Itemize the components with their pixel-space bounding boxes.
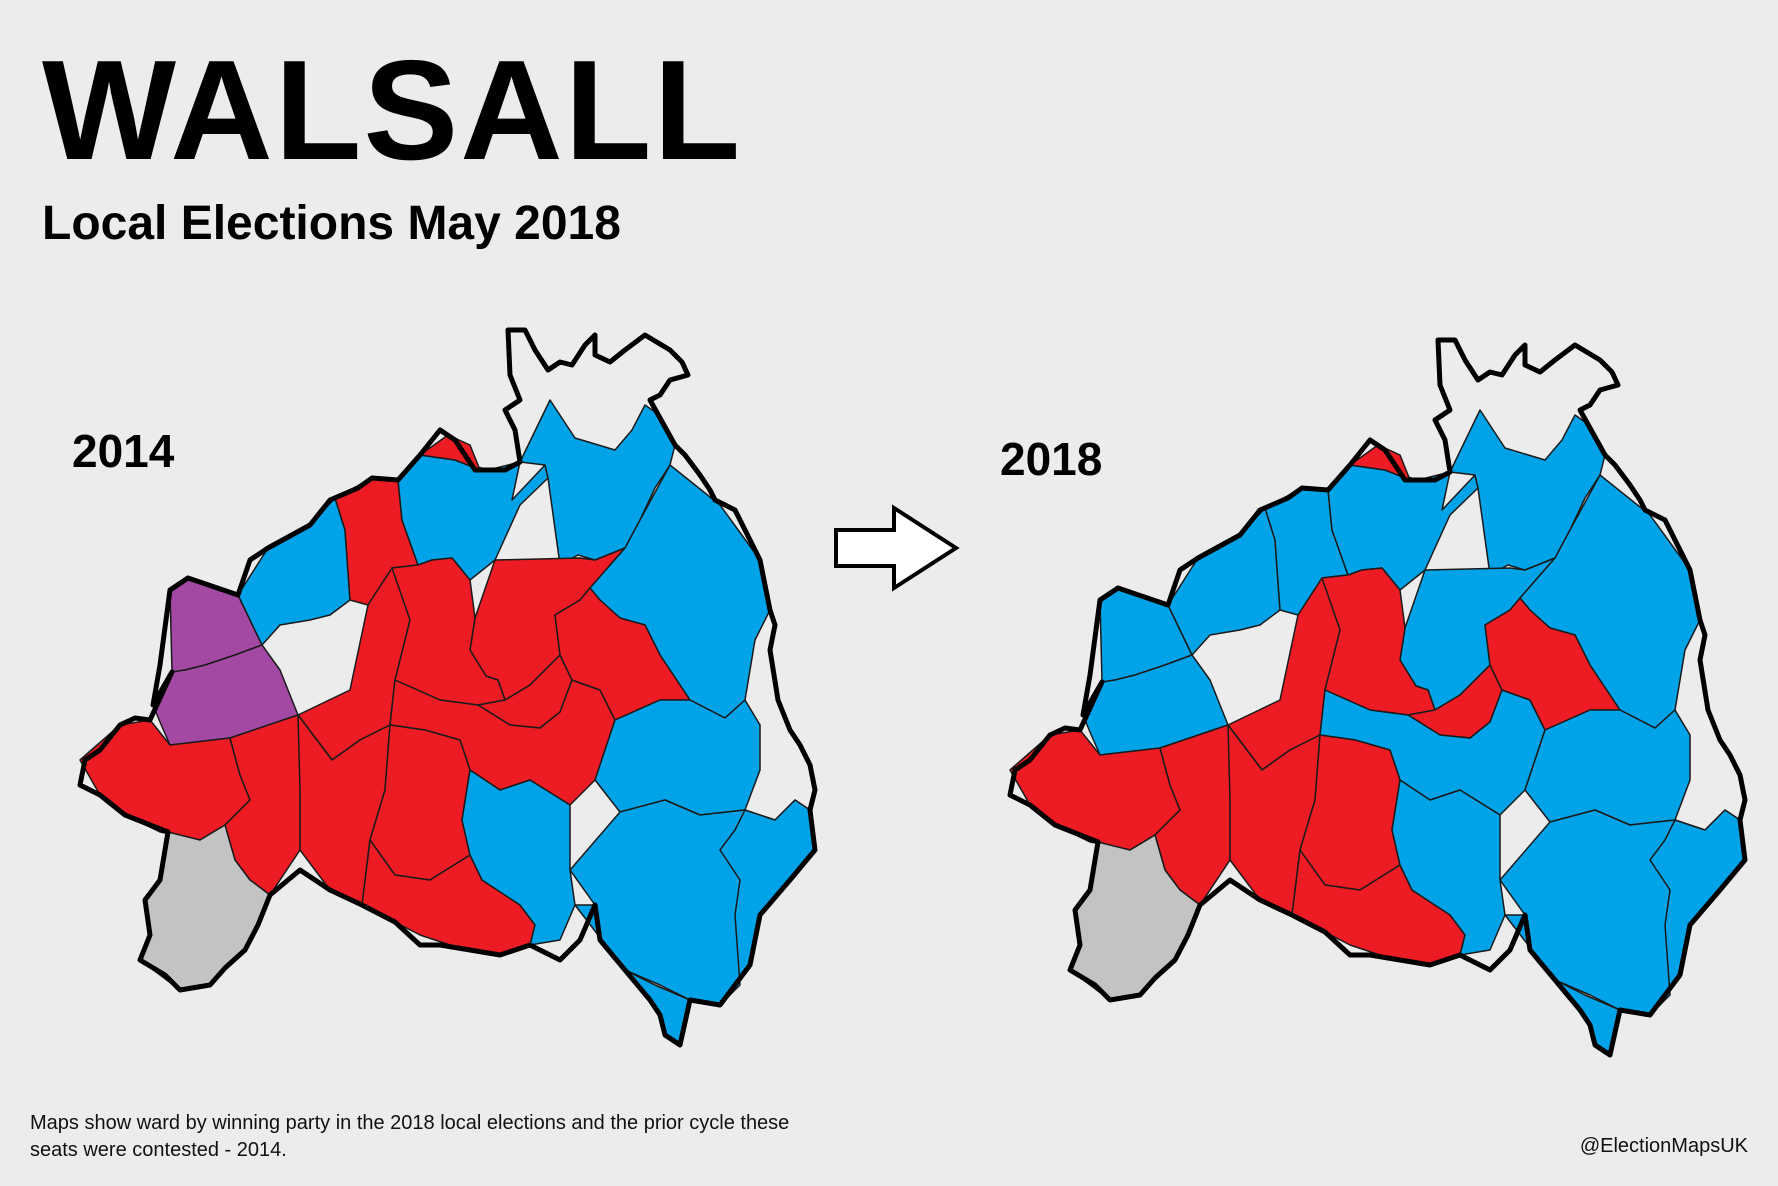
ward-2018-15 (1524, 709, 1691, 826)
ward-2018-2 (1082, 654, 1229, 756)
ward-2014-3 (237, 497, 351, 646)
ward-2014-11 (419, 434, 481, 471)
ward-2018-3 (1167, 507, 1281, 656)
ward-2014-2 (152, 644, 299, 746)
ward-2018-14 (1484, 597, 1621, 731)
ward-2018-6 (1449, 409, 1606, 576)
ward-2014-15 (594, 699, 761, 816)
ward-map-2014 (77, 327, 818, 1048)
map-year-2014: 2014 (72, 425, 175, 477)
borough-outline-2018 (1007, 337, 1748, 1058)
page-subtitle: Local Elections May 2018 (42, 197, 621, 250)
ward-2014-17 (79, 719, 251, 841)
ward-2014-14 (554, 587, 691, 721)
footnote: Maps show ward by winning party in the 2… (30, 1112, 790, 1161)
ward-map-2018 (1007, 337, 1748, 1058)
ward-2014-22 (461, 769, 576, 946)
ward-2014-6 (519, 399, 676, 566)
ward-2018-17 (1009, 729, 1181, 851)
ward-2018-22 (1391, 779, 1506, 956)
ward-2018-11 (1349, 444, 1411, 481)
borough-outline-2014 (77, 327, 818, 1048)
arrow-icon (834, 504, 960, 592)
map-year-2018: 2018 (1000, 433, 1103, 485)
page-title: WALSALL (42, 31, 743, 190)
credit-handle: @ElectionMapsUK (1579, 1135, 1748, 1157)
